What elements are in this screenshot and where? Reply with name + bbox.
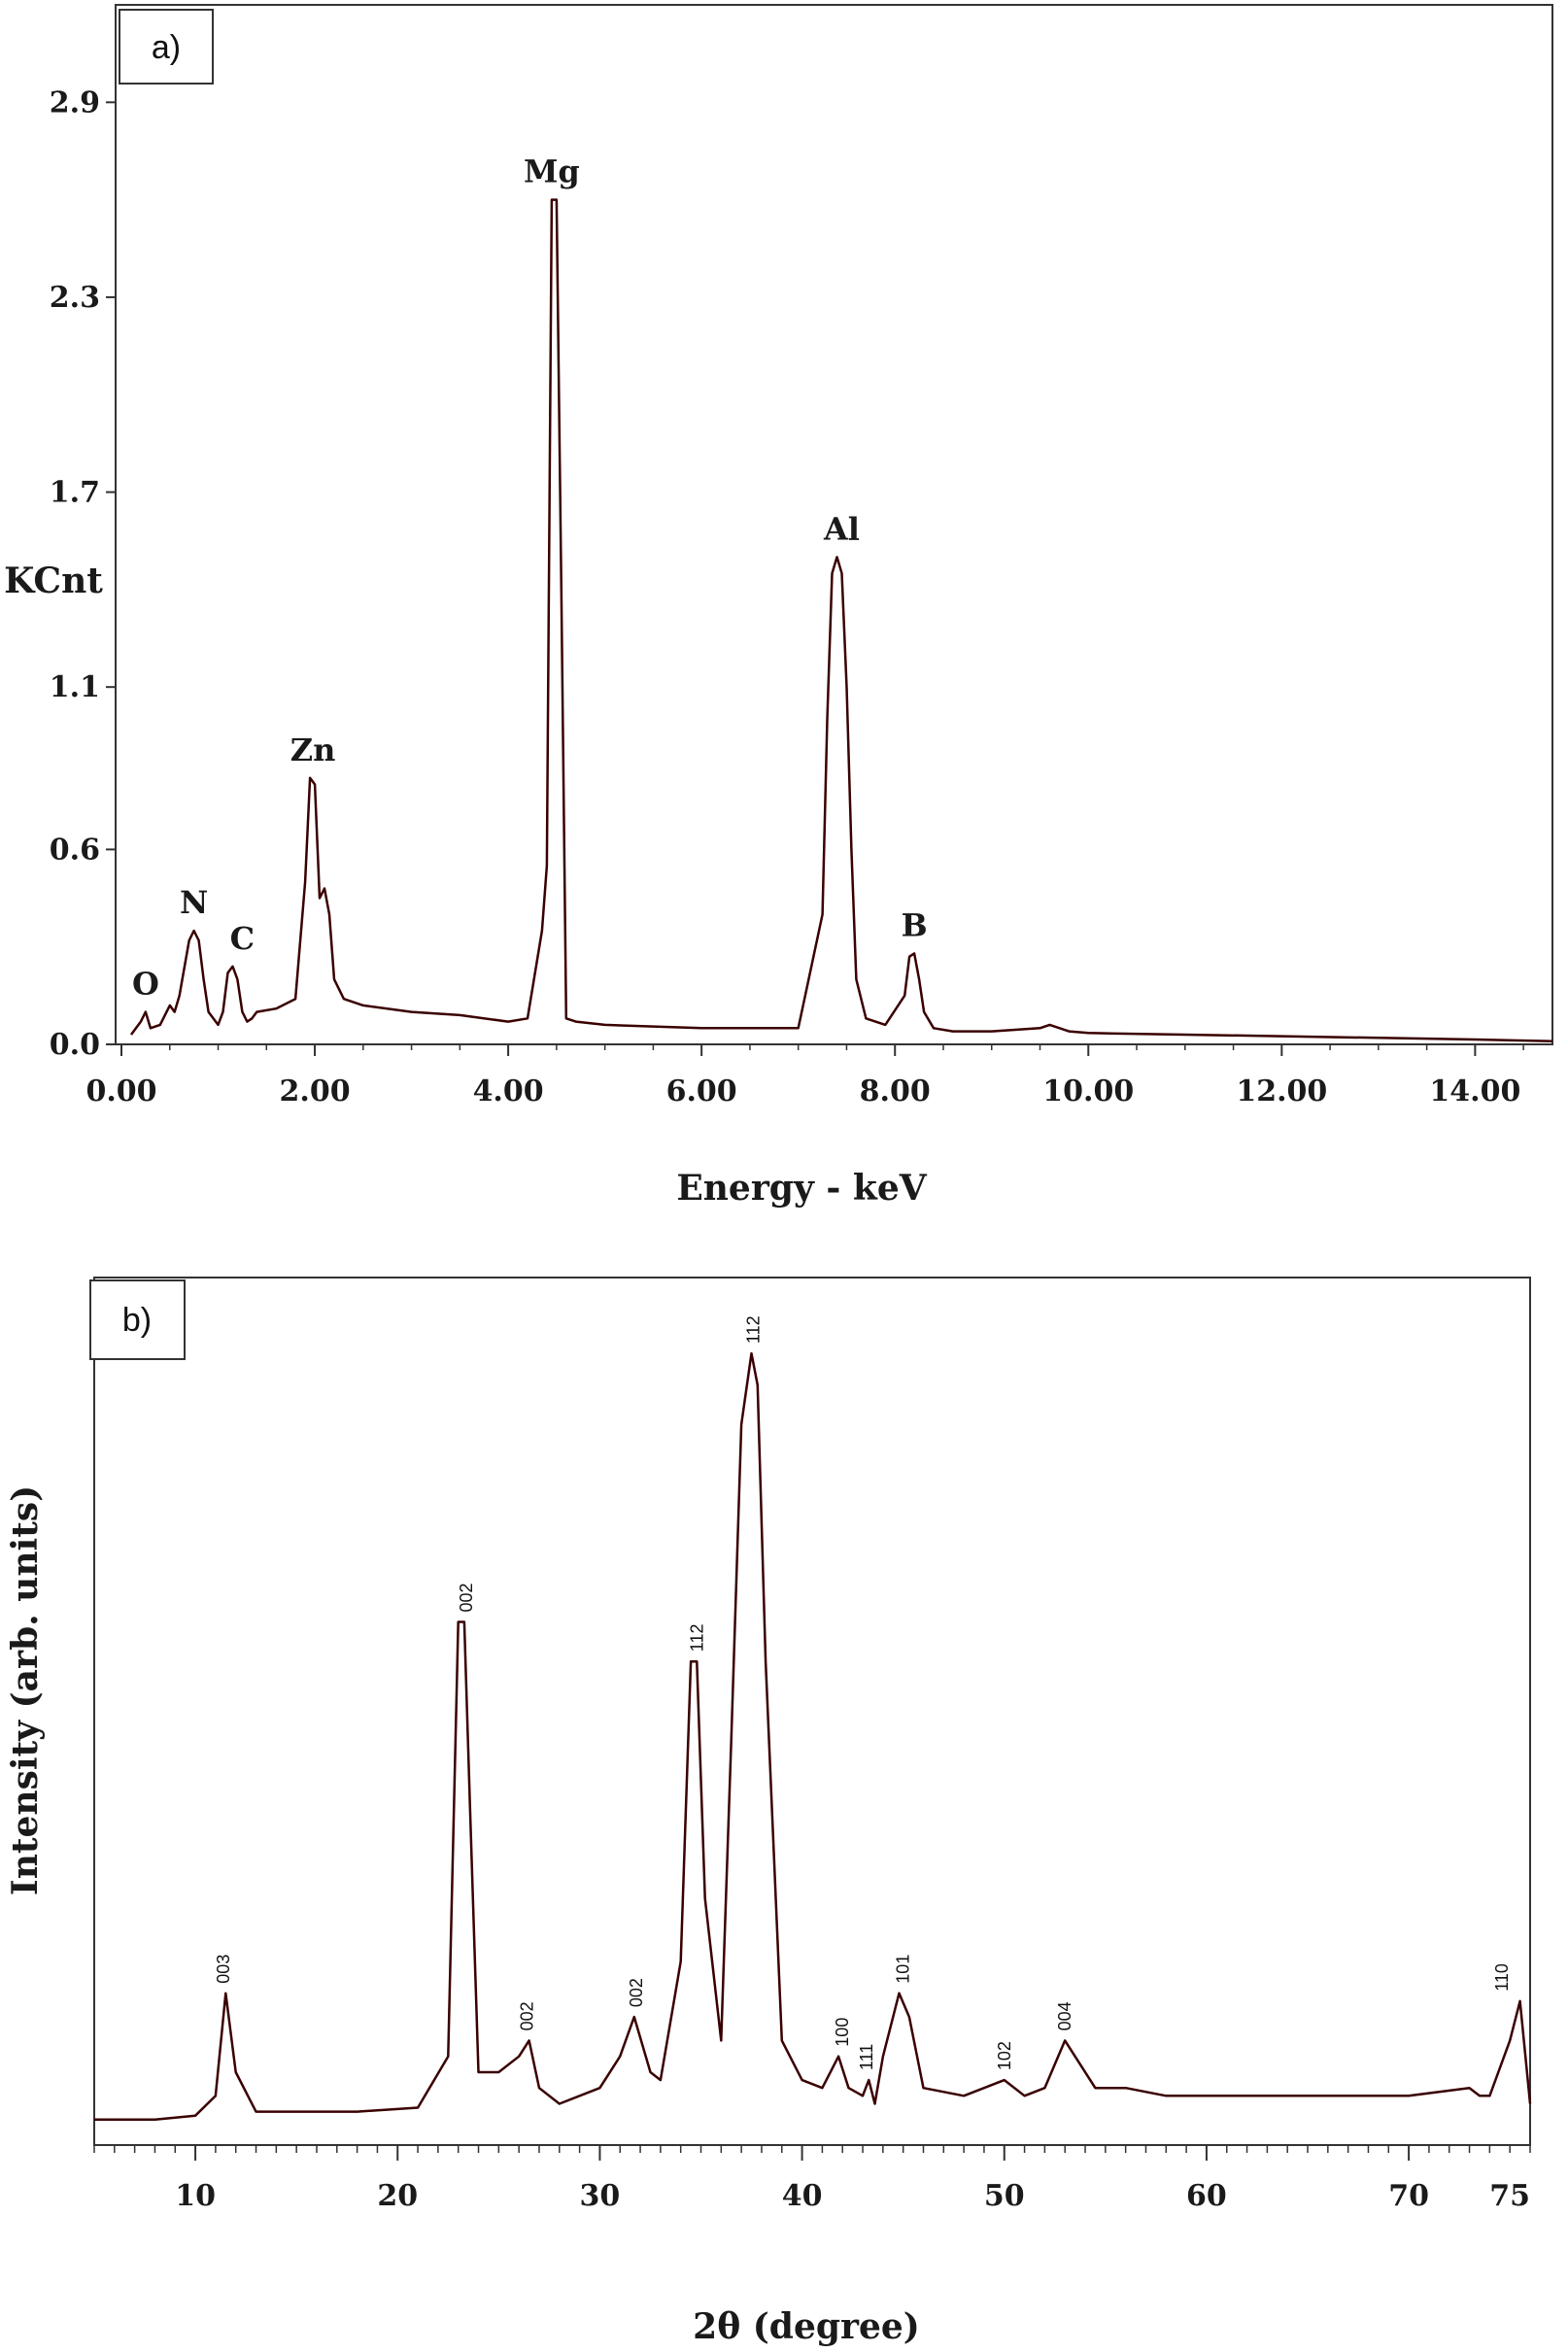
eds-peak-label: Mg [524,153,580,190]
xrd-peak-label: 112 [687,1623,706,1652]
eds-plot-frame [115,4,1553,1045]
xrd-x-tick-label: 20 [377,2179,418,2213]
eds-x-tick-label: 6.00 [666,1074,737,1108]
eds-y-tick-label: 0.6 [50,833,100,867]
xrd-peak-label: 100 [833,2018,852,2047]
eds-x-tick-label: 8.00 [860,1074,931,1108]
xrd-x-tick-label: 40 [782,2179,823,2213]
xrd-panel-label-box [89,1279,186,1360]
eds-y-tick-label: 2.3 [50,281,100,315]
xrd-x-ticks: 10 20 30 40 50 60 70 75 [93,2145,1531,2213]
eds-peak-label: N [180,884,208,921]
xrd-x-tick-label: 75 [1489,2179,1530,2213]
xrd-peak-label: 002 [518,2001,537,2030]
eds-y-axis-label: KCnt [4,561,103,601]
xrd-plot-frame [93,1277,1531,2146]
eds-x-tick-label: 10.00 [1042,1074,1134,1108]
xrd-x-axis-label: 2θ (degree) [693,2306,920,2347]
eds-x-axis-label: Energy - keV [676,1168,927,1209]
xrd-x-tick-label: 50 [984,2179,1025,2213]
eds-x-tick-label: 12.00 [1236,1074,1327,1108]
eds-y-tick-label: 1.1 [50,670,100,704]
xrd-peak-label: 112 [744,1315,764,1344]
eds-x-ticks: 0.00 2.00 4.00 6.00 8.00 10.00 12.00 14.00 [85,1044,1524,1108]
xrd-peak-label: 110 [1492,1963,1512,1992]
xrd-x-tick-label: 60 [1186,2179,1227,2213]
eds-x-tick-label: 14.00 [1429,1074,1520,1108]
xrd-x-tick-label: 70 [1388,2179,1429,2213]
eds-peak-label: O [132,966,159,1003]
eds-panel-label: a) [152,29,181,66]
xrd-x-tick-label: 30 [580,2179,621,2213]
xrd-peak-label: 002 [457,1583,476,1612]
eds-y-tick-label: 2.9 [50,85,100,119]
xrd-peak-label: 111 [857,2044,876,2070]
eds-spectrum-line [129,198,1553,1042]
xrd-panel-label: b) [122,1302,152,1339]
eds-x-tick-label: 0.00 [85,1074,156,1108]
xrd-x-tick-label: 10 [175,2179,216,2213]
eds-chart: a) 0.0 0.6 1.1 1.7 2.3 2.9 0.00 2.00 4.00 6.00 8.… [4,4,1553,1209]
eds-peak-labels: O NC Zn Mg Al B [132,153,928,1003]
eds-peak-label: C [230,920,255,957]
eds-panel-label-box [119,9,214,85]
xrd-peak-label: 102 [995,2041,1014,2070]
xrd-y-axis-label: Intensity (arb. units) [5,1485,46,1895]
xrd-peak-label: 003 [214,1955,233,1984]
xrd-peak-labels: 003 002 002 002 112 112 100 111 101 102 004 110 [214,1315,1512,2070]
eds-x-tick-label: 4.00 [473,1074,544,1108]
eds-y-ticks: 0.0 0.6 1.1 1.7 2.3 2.9 [50,85,116,1062]
eds-peak-label: B [902,906,928,943]
xrd-peak-label: 101 [894,1955,913,1984]
eds-peak-label: Zn [290,732,336,768]
eds-y-tick-label: 1.7 [50,476,100,510]
eds-y-tick-label: 0.0 [50,1028,100,1062]
xrd-chart: b) 10 20 30 40 50 60 70 75 003 002 002 002 112 112 10… [5,1277,1532,2347]
xrd-pattern-line [94,1351,1532,2121]
eds-x-tick-label: 2.00 [280,1074,351,1108]
eds-peak-label: Al [823,510,860,547]
xrd-peak-label: 004 [1055,2001,1074,2030]
xrd-peak-label: 002 [627,1978,646,2007]
